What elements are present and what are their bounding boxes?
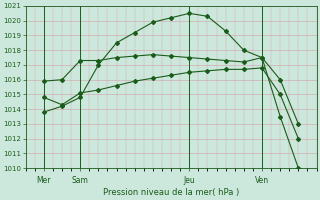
X-axis label: Pression niveau de la mer( hPa ): Pression niveau de la mer( hPa ) — [103, 188, 239, 197]
